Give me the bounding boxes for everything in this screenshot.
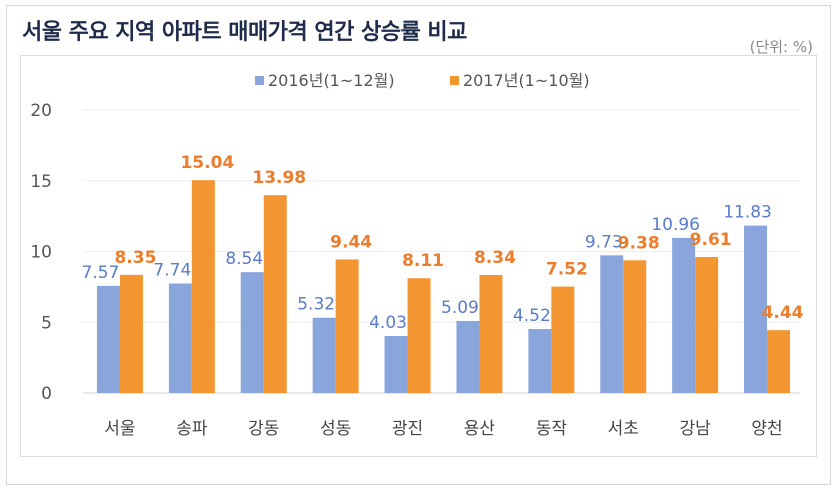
y-tick-label: 0 [41, 384, 52, 404]
data-label: 5.09 [441, 298, 479, 318]
unit-note: (단위: %) [749, 38, 813, 56]
data-label: 4.03 [369, 313, 407, 333]
x-category-label: 송파 [176, 419, 208, 439]
legend-swatch [255, 76, 264, 85]
x-category-label: 양천 [751, 419, 782, 439]
bar-2016 [96, 285, 120, 393]
x-category-label: 강동 [248, 419, 279, 439]
data-label: 9.44 [330, 232, 372, 252]
x-category-label: 광진 [392, 419, 423, 439]
bar-2017 [119, 274, 143, 393]
bar-2016 [312, 317, 336, 393]
x-category-label: 용산 [464, 419, 496, 439]
x-category-label: 성동 [320, 419, 351, 439]
bar-2017 [479, 274, 503, 393]
data-label: 4.52 [513, 306, 551, 326]
data-label: 8.11 [402, 251, 444, 271]
bar-2017 [767, 330, 791, 393]
data-label: 7.74 [153, 260, 191, 280]
bar-2016 [456, 320, 480, 393]
bar-2016 [384, 335, 408, 393]
x-category-label: 서초 [608, 419, 639, 439]
bar-2017 [623, 260, 647, 393]
chart-title: 서울 주요 지역 아파트 매매가격 연간 상승률 비교 [22, 20, 467, 45]
bar-2017 [407, 278, 431, 393]
data-label: 9.73 [585, 232, 623, 252]
bar-2017 [335, 259, 359, 393]
data-label: 7.57 [82, 263, 120, 283]
x-category-label: 강남 [680, 419, 712, 439]
data-label: 8.54 [225, 249, 263, 269]
data-label: 13.98 [252, 168, 306, 188]
y-tick-label: 10 [30, 243, 52, 263]
bar-2016 [240, 272, 264, 393]
y-tick-label: 5 [41, 313, 52, 333]
data-label: 15.04 [180, 153, 234, 173]
bar-2016 [168, 283, 192, 393]
bar-2017 [191, 180, 215, 393]
data-label: 10.96 [651, 215, 700, 235]
x-category-label: 동작 [536, 419, 568, 439]
bar-2017 [695, 257, 719, 393]
bar-2016 [672, 237, 696, 393]
bar-2016 [600, 255, 624, 393]
plot-area-border [20, 55, 817, 457]
legend-swatch [450, 76, 459, 85]
x-category-label: 서울 [104, 419, 135, 439]
y-tick-label: 15 [30, 172, 52, 192]
data-label: 9.61 [690, 230, 732, 250]
bar-2016 [528, 329, 552, 393]
data-label: 5.32 [297, 295, 335, 315]
data-label: 7.52 [546, 260, 588, 280]
data-label: 8.34 [474, 248, 516, 268]
legend-label: 2017년(1~10월) [463, 71, 590, 90]
y-tick-label: 20 [30, 101, 52, 121]
data-label: 4.44 [762, 303, 804, 323]
bar-2017 [263, 195, 287, 393]
legend-label: 2016년(1~12월) [268, 71, 395, 90]
data-label: 9.38 [618, 233, 660, 253]
bar-2016 [744, 225, 768, 393]
bar-2017 [551, 286, 575, 393]
data-label: 11.83 [723, 203, 772, 223]
data-label: 8.35 [114, 248, 156, 268]
